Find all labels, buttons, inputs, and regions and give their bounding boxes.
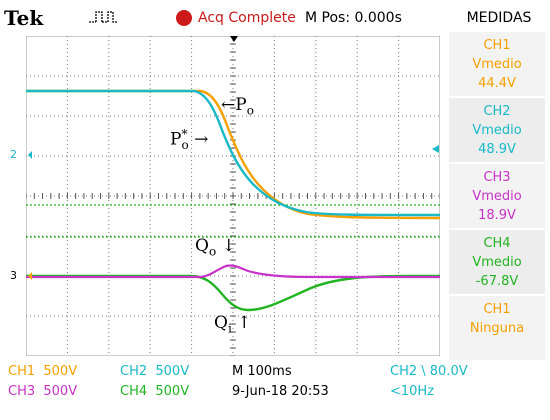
ch1-trace [26, 89, 440, 220]
date-time-readout: 9-Jun-18 20:53 [232, 384, 329, 399]
measurement-channel: CH3 [483, 170, 511, 185]
acq-status-text: Acq Complete [198, 10, 296, 26]
ch2-name: CH2 [120, 364, 148, 379]
measurement-panel-ch1[interactable]: CH1 Ninguna [449, 296, 545, 360]
trigger-readout: CH2 \ 80.0V [390, 364, 468, 379]
ch4-name: CH4 [120, 384, 148, 399]
ch4-trace [26, 274, 440, 312]
measurement-value: 44.4V [478, 76, 516, 91]
ch2-marker-label: 2 [10, 148, 17, 161]
annotation-qo-sub: o [208, 244, 217, 259]
annotation-po-text: P [235, 95, 247, 115]
ch3-name: CH3 [8, 384, 36, 399]
measurement-value: -67.8V [475, 274, 519, 289]
ch2-scale-label: CH2 500V [120, 364, 189, 379]
pulse-trigger-icon [89, 11, 117, 23]
ch2-ground-marker [28, 151, 32, 159]
measurement-channel: CH1 [483, 302, 511, 317]
annotation-po-star-sup: * [181, 127, 188, 141]
timebase-readout: M 100ms [232, 364, 292, 379]
measurement-label: Vmedio [472, 189, 522, 204]
measurement-label: Ninguna [469, 321, 525, 336]
ch2-scale: 500V [155, 364, 190, 379]
ch3-trace [26, 264, 440, 279]
measurement-panel-ch4[interactable]: CH4 Vmedio -67.8V [449, 230, 545, 294]
measurement-channel: CH1 [483, 38, 511, 53]
measurement-label: Vmedio [472, 57, 522, 72]
ch3-marker-label: 3 [10, 269, 17, 282]
measurement-panel-ch3[interactable]: CH3 Vmedio 18.9V [449, 164, 545, 228]
ch1-ground-marker [28, 272, 32, 280]
scope-display [26, 36, 440, 356]
measurement-value: 48.9V [478, 142, 516, 157]
measurement-label: Vmedio [472, 123, 522, 138]
annotation-qi: Qi ↑ [214, 313, 252, 336]
measurement-value: 18.9V [478, 208, 516, 223]
measurement-channel: CH2 [483, 104, 511, 119]
ch3-scale: 500V [43, 384, 78, 399]
brand-logo: Tek [4, 6, 44, 30]
annotation-qi-sub: i [227, 321, 232, 336]
measure-menu-title: MEDIDAS [466, 10, 532, 26]
ch2-trace [26, 89, 440, 217]
annotation-po: ←Po [221, 95, 254, 118]
annotation-qo-text: Q [195, 236, 209, 256]
measurement-panel-ch1[interactable]: CH1 Vmedio 44.4V [449, 32, 545, 96]
ch1-scale-label: CH1 500V [8, 364, 77, 379]
trigger-position-icon [230, 36, 238, 42]
annotation-po-star: P*o → [170, 127, 209, 153]
frequency-readout: <10Hz [390, 384, 435, 399]
ch1-scale: 500V [43, 364, 78, 379]
trigger-level-icon [432, 145, 439, 153]
annotation-po-star-sub: o [181, 138, 189, 153]
ch4-scale: 500V [155, 384, 190, 399]
annotation-po-sub: o [246, 103, 254, 118]
annotation-po-star-text: P [170, 129, 182, 150]
acq-status-icon [176, 10, 192, 26]
ch1-name: CH1 [8, 364, 36, 379]
measurement-panel-ch2[interactable]: CH2 Vmedio 48.9V [449, 98, 545, 162]
measurement-channel: CH4 [483, 236, 511, 251]
main-position-readout: M Pos: 0.000s [305, 10, 402, 26]
ch4-scale-label: CH4 500V [120, 384, 189, 399]
annotation-qo: Qo ↓ [195, 236, 236, 259]
measurement-label: Vmedio [472, 255, 522, 270]
ch3-scale-label: CH3 500V [8, 384, 77, 399]
annotation-qi-text: Q [214, 313, 228, 333]
